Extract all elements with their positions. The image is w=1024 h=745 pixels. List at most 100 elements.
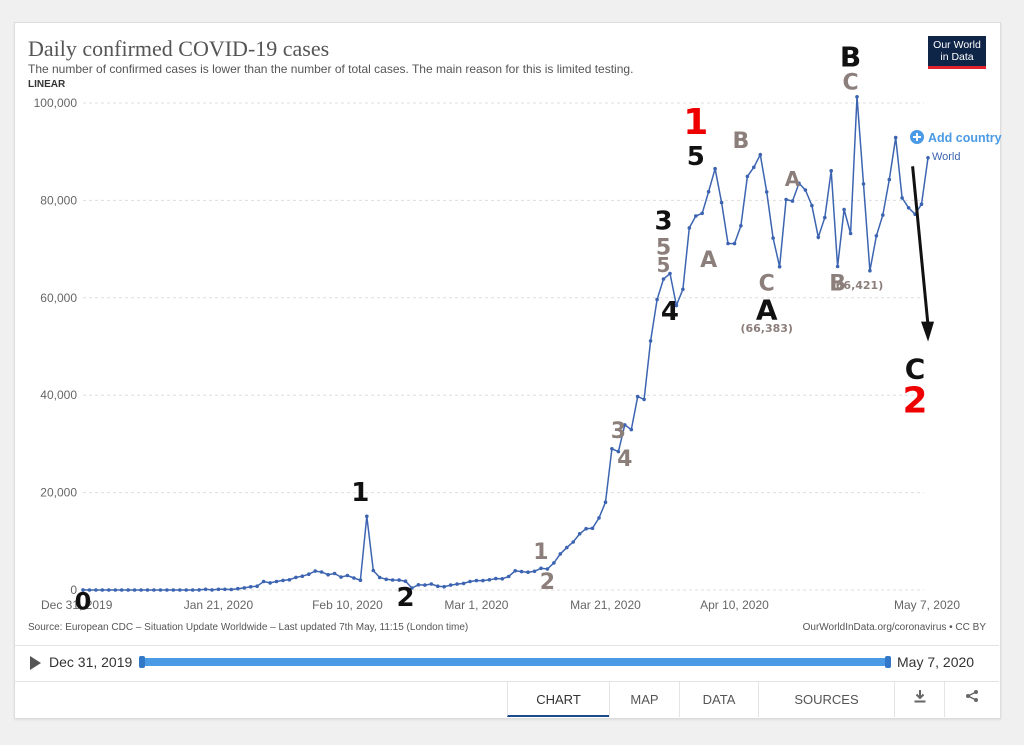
data-point [874,234,879,238]
data-point [829,169,833,173]
data-point [345,573,350,578]
data-point [448,583,453,587]
y-tick-label: 40,000 [40,388,77,402]
data-point [352,576,356,580]
data-point [713,166,717,171]
data-point [597,516,601,520]
wave-annotation: 5 [687,142,705,172]
data-point [726,241,730,246]
tab-sources[interactable]: SOURCES [758,681,894,717]
data-point [519,569,524,574]
data-point [500,577,505,581]
data-point [777,264,782,269]
data-point [764,190,769,194]
data-point [326,572,330,577]
data-point [855,95,859,99]
data-point [552,561,556,565]
data-point [797,181,801,186]
download-icon[interactable] [894,681,944,717]
data-point [178,588,182,592]
data-point [700,211,704,216]
x-tick-label: Mar 1, 2020 [444,598,508,612]
share-icon[interactable] [944,681,999,717]
data-point [835,264,840,269]
wave-annotation: 5 [657,253,671,277]
timeline-start-date: Dec 31, 2019 [49,654,133,670]
data-point [681,287,685,292]
data-point [635,394,640,399]
data-point [261,579,266,584]
wave-annotation: 4 [617,447,632,472]
wave-annotation: C [842,70,858,95]
data-point [616,449,621,454]
timeline-slider[interactable] [142,658,888,666]
data-point [642,397,646,402]
x-tick-label: May 7, 2020 [894,598,960,612]
wave-annotation: B [829,271,846,296]
x-tick-label: Jan 21, 2020 [184,598,254,612]
data-point [668,271,672,276]
data-point [610,447,614,451]
data-point [152,588,156,592]
data-point [319,570,324,574]
data-point [436,584,440,588]
wave-annotation: 1 [351,478,369,508]
data-point [365,514,369,519]
tab-chart[interactable]: CHART [507,681,609,717]
play-icon[interactable] [30,656,41,670]
tab-data[interactable]: DATA [679,681,758,717]
logo-line1: Our World [933,39,981,51]
data-point [771,236,775,240]
data-point [784,197,788,202]
data-point [423,583,427,587]
data-point [158,588,163,592]
data-point [623,423,627,427]
data-point [732,241,737,246]
data-point [487,578,492,582]
data-point [300,574,305,578]
data-point [384,577,389,582]
timeline-end-date: May 7, 2020 [897,654,975,670]
data-point [119,588,124,592]
data-point [810,203,814,208]
source-link[interactable]: OurWorldInData.org/coronavirus • CC BY [802,622,986,633]
data-point [571,540,575,544]
data-point [848,231,853,236]
data-point [455,582,459,586]
data-point [545,567,550,571]
data-point [223,587,227,592]
data-point [752,165,756,170]
data-point [248,585,253,589]
data-point [629,427,634,432]
data-point [539,566,543,571]
data-point [694,214,698,218]
data-point [739,224,743,228]
wave-annotation: C [905,353,926,386]
data-point [132,588,137,592]
data-point [719,200,724,205]
data-point [307,572,311,576]
data-point [294,575,298,580]
data-point [893,135,898,140]
data-point [513,569,517,573]
wave-annotation: (66,383) [740,322,793,335]
scale-toggle[interactable]: LINEAR [28,79,66,90]
owid-logo[interactable]: Our World in Data [928,36,986,69]
data-point [113,588,118,592]
x-tick-label: Apr 10, 2020 [700,598,769,612]
wave-annotation: 1 [683,102,708,143]
data-point [390,578,395,582]
tab-bar [14,681,999,718]
add-country-button[interactable]: Add country [928,131,1002,145]
timeline-start-handle[interactable] [139,656,145,668]
tab-map[interactable]: MAP [609,681,679,717]
arrow-head [921,321,935,342]
data-point [674,303,679,308]
wave-annotation: 0 [75,587,92,615]
data-point [126,588,130,592]
data-point [526,570,530,574]
timeline-end-handle[interactable] [885,656,891,668]
plus-circle-icon-cross [913,133,921,141]
x-tick-label: Mar 21, 2020 [570,598,641,612]
data-point [429,582,434,586]
